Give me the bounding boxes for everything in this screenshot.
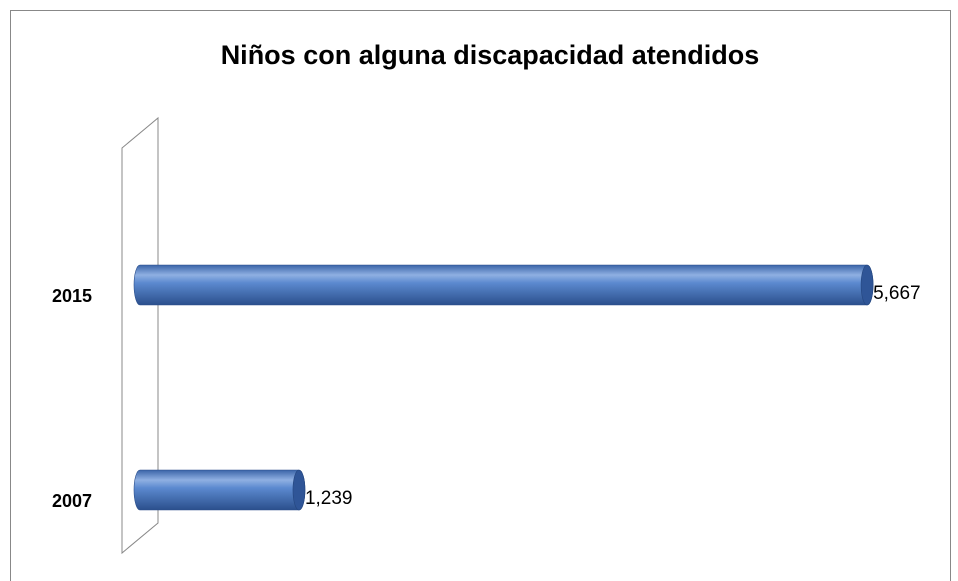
bar-body bbox=[133, 469, 306, 511]
value-label: 1,239 bbox=[305, 488, 353, 509]
bar-body bbox=[133, 264, 874, 306]
bar bbox=[133, 264, 874, 306]
back-wall bbox=[121, 116, 159, 555]
bar-cap bbox=[860, 264, 874, 306]
y-tick-label: 2015 bbox=[52, 286, 92, 306]
bar bbox=[133, 469, 306, 511]
value-label: 5,667 bbox=[873, 283, 921, 304]
bar-cap bbox=[292, 469, 306, 511]
y-tick-label: 2007 bbox=[52, 491, 92, 511]
chart-title: Niños con alguna discapacidad atendidos bbox=[221, 40, 760, 70]
